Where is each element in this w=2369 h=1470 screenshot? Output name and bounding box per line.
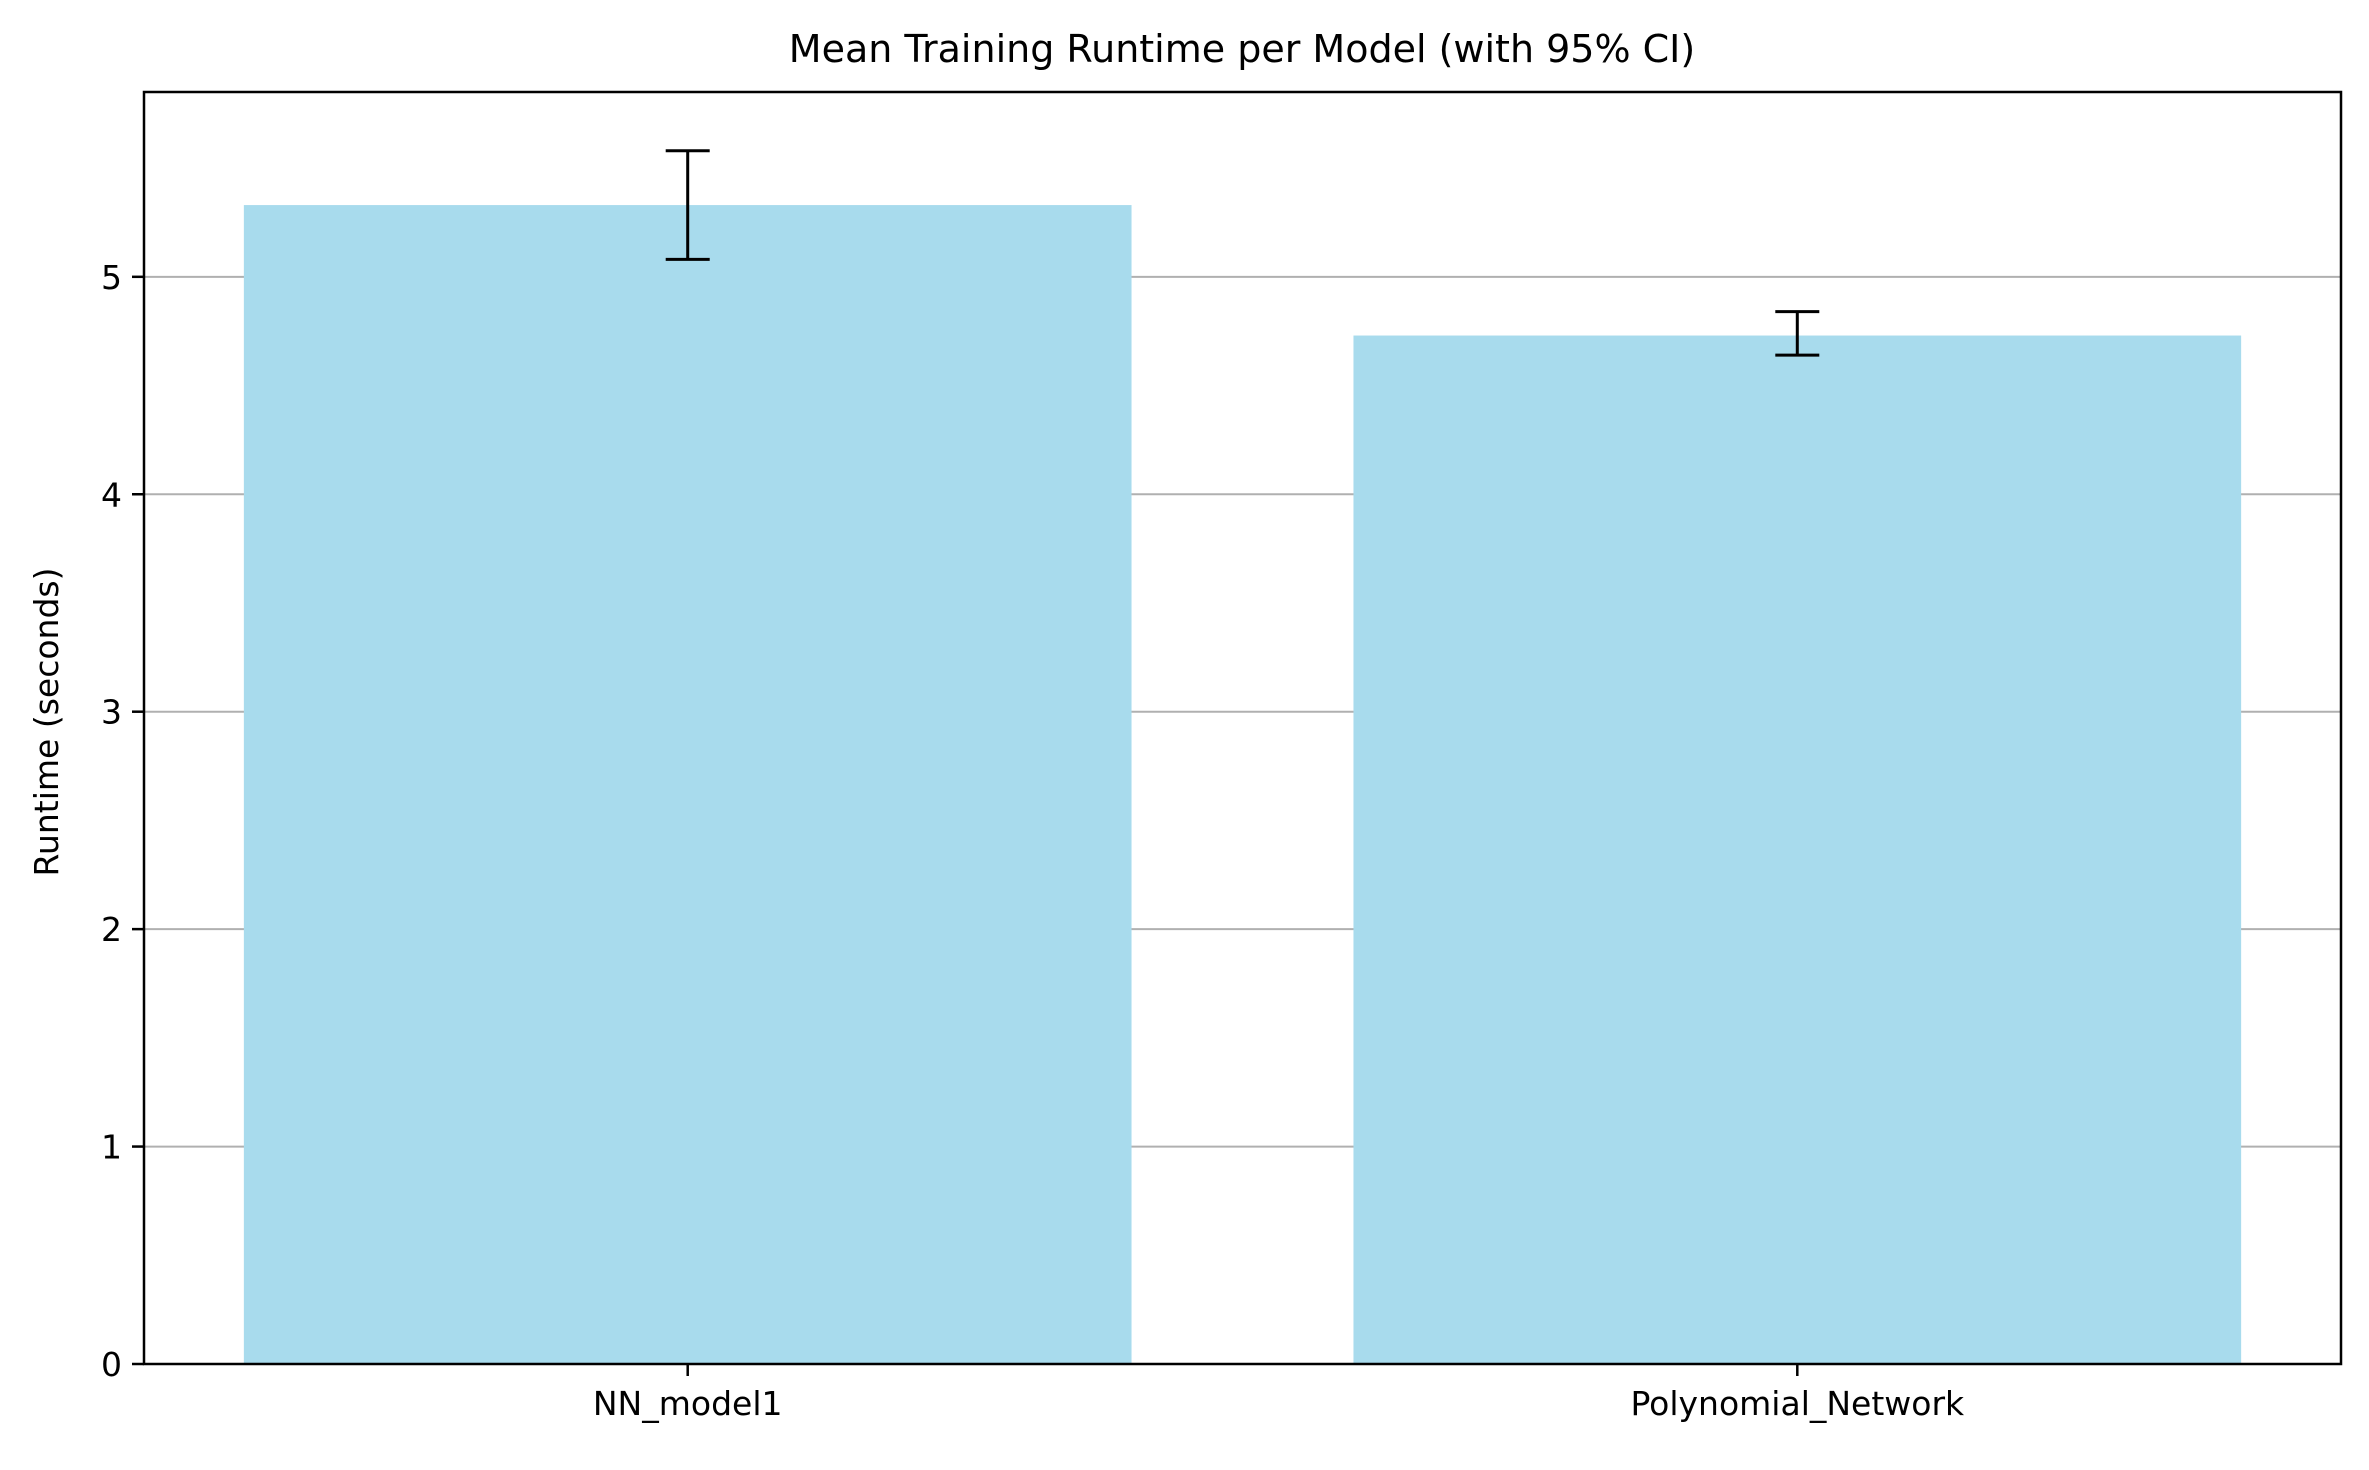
y-tick-label: 4 xyxy=(101,475,122,514)
y-tick-label: 5 xyxy=(101,258,122,297)
y-axis-label: Runtime (seconds) xyxy=(27,568,66,877)
bar xyxy=(243,205,1132,1365)
x-tick-label: NN_model1 xyxy=(593,1384,783,1423)
y-tick-label: 3 xyxy=(101,693,122,732)
bar xyxy=(1353,335,2242,1364)
y-tick-label: 2 xyxy=(101,910,122,949)
y-tick-label: 0 xyxy=(101,1345,122,1384)
y-tick-label: 1 xyxy=(101,1128,122,1167)
bars xyxy=(243,205,2242,1365)
axis-ticks: 0 1 2 3 4 5 NN_model1 Polynomial_Network xyxy=(101,258,1965,1423)
error-bars xyxy=(665,149,1820,357)
chart-title: Mean Training Runtime per Model (with 95… xyxy=(789,27,1695,71)
plot-frame xyxy=(142,90,2343,1366)
x-tick-label: Polynomial_Network xyxy=(1630,1384,1965,1423)
